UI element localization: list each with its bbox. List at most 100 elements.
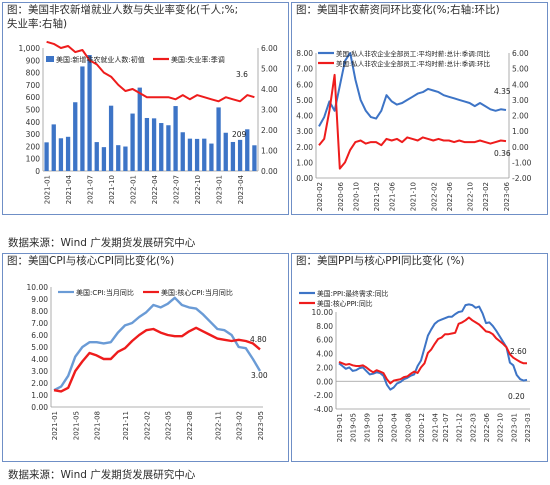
series-line [53, 296, 262, 392]
panel-title: 图：美国PPI与核心PPI同比变化 (%) [296, 255, 465, 267]
y-tick-label: 4.00 [296, 112, 313, 121]
y-tick-label: 7.00 [31, 319, 48, 328]
y-tick-label: 8.00 [296, 49, 313, 58]
data-label: 3.6 [236, 70, 248, 79]
x-tick-label: 2021-10 [410, 182, 418, 211]
y-tick-label: 700 [26, 81, 41, 90]
bar [237, 139, 243, 171]
bar [166, 125, 171, 171]
x-tick-label: 2021-07 [442, 413, 450, 442]
y-tick-label: 10.00 [312, 308, 334, 317]
x-tick-label: 2023-02 [236, 411, 244, 440]
panel-title: 图：美国非农新增就业人数与失业率变化(千人;%; [7, 4, 239, 16]
y-tick-label-right: 5.00 [261, 65, 278, 74]
y-tick-label: 0.00 [31, 403, 48, 412]
x-tick-label: 2023-04 [237, 174, 245, 204]
data-label: 4.80 [250, 335, 267, 344]
x-tick-label: 2022-04 [151, 174, 159, 204]
y-tick-label-right: 5.00 [512, 65, 529, 74]
x-tick-label: 2021-10 [108, 175, 116, 204]
legend-label: 美国:核心PPI:同比 [317, 299, 373, 308]
y-tick-label: 2.00 [296, 143, 313, 152]
y-tick-label: 200 [26, 142, 41, 151]
bar [94, 142, 99, 171]
x-tick-label: 2020-04 [391, 412, 399, 442]
y-tick-label-right: 0.00 [512, 143, 529, 152]
chart-wages: 0.00 1.00 2.00 3.00 4.00 5.00 6.00 7.00 8.00 -2.0… [296, 49, 532, 211]
y-tick-label: 500 [26, 106, 41, 115]
x-tick-label: 2019-01 [336, 413, 344, 442]
x-tick-label: 2022-10 [467, 182, 475, 211]
panel-ppi: 图：美国PPI与核心PPI同比变化 (%) -4.00 -2.00 0.00 2.00… [291, 253, 548, 462]
legend-swatch [46, 56, 54, 62]
y-tick-label: 600 [26, 93, 41, 102]
y-tick-label: -2.00 [314, 391, 334, 400]
bar [51, 124, 56, 171]
x-tick-label: 2021-05 [72, 411, 80, 440]
y-tick-label-right: 4.00 [512, 80, 529, 89]
y-tick-label: 4.00 [31, 355, 48, 364]
bar [58, 138, 64, 171]
x-tick-label: 2019-05 [350, 413, 358, 442]
x-tick-label: 2020-06 [337, 181, 345, 211]
y-tick-label: 8.00 [316, 322, 333, 331]
x-tick-label: 2021-08 [94, 411, 102, 440]
chart-ppi: -4.00 -2.00 0.00 2.00 4.00 6.00 8.00 10.00 2019-… [299, 289, 532, 442]
y-tick-label: 8.00 [31, 307, 48, 316]
x-tick-label: 2020-01 [377, 413, 385, 442]
x-tick-label: 2023-06 [503, 181, 511, 211]
x-tick-label: 2022-10 [194, 175, 202, 204]
source-note-bottom: 数据来源：Wind 广发期货发展研究中心 [8, 469, 196, 481]
data-label: 0.36 [494, 149, 511, 158]
x-tick-label: 2022-06 [483, 412, 491, 442]
x-tick-label: 2022-11 [214, 411, 222, 440]
x-tick-label: 2021-07 [87, 175, 95, 204]
data-label: 4.35 [494, 87, 511, 96]
y-tick-label: 900 [26, 56, 41, 65]
y-tick-label: 5.00 [296, 96, 313, 105]
bar [151, 118, 157, 171]
y-tick-label-right: 3.00 [261, 106, 278, 115]
x-tick-label: 2022-08 [186, 411, 194, 440]
bar [65, 136, 71, 171]
chart-payrolls-unemployment: 0 100 200 300 400 500 600 700 800 900 1,000 0.00 1.0… [19, 40, 278, 204]
x-tick-label: 2023-02 [482, 182, 490, 211]
y-tick-label: 10.00 [27, 283, 49, 292]
y-tick-label-right: 3.00 [512, 96, 529, 105]
bar [73, 102, 78, 171]
bar [159, 123, 164, 171]
bar [130, 113, 135, 171]
y-tick-label: 4.00 [316, 350, 333, 359]
y-tick-label: 1.00 [296, 158, 313, 167]
y-tick-label: -4.00 [314, 405, 334, 414]
y-tick-label: 0 [35, 167, 40, 176]
bar [209, 143, 214, 171]
bar [194, 138, 200, 171]
y-tick-label-right: 0.00 [261, 167, 278, 176]
legend-label: 美国:私人非农企业全部员工:平均时薪:总计:季调:同比 [336, 49, 490, 58]
y-tick-label: 0.00 [316, 377, 333, 386]
bar [101, 147, 107, 171]
x-tick-label: 2021-02 [373, 182, 381, 211]
series-line [53, 326, 261, 393]
bar [216, 107, 221, 171]
bar [173, 106, 178, 171]
legend-label: 美国:失业率:季调 [171, 55, 225, 64]
y-tick-label-right: 6.00 [261, 44, 278, 53]
x-tick-label: 2022-07 [173, 175, 181, 204]
y-tick-label: 0.00 [296, 174, 313, 183]
y-tick-label: 5.00 [31, 343, 48, 352]
data-label: 209 [232, 130, 247, 139]
y-tick-label: 2.00 [31, 379, 48, 388]
y-tick-label-right: 4.00 [261, 85, 278, 94]
series-line [338, 316, 527, 385]
y-tick-label-right: -2.00 [512, 174, 532, 183]
chart-cpi: 0.00 1.00 2.00 3.00 4.00 5.00 6.00 7.00 8.00 9.00… [27, 283, 268, 440]
legend-label: 美国:新增非农就业人数:初值 [56, 55, 145, 64]
panel-cpi: 图：美国CPI与核心CPI同比变化(%) 0.00 1.00 2.00 3.00 4.0… [2, 253, 289, 462]
x-tick-label: 2019-09 [363, 413, 371, 442]
bar [144, 117, 150, 171]
data-label: 3.00 [251, 371, 268, 380]
y-tick-label: 6.00 [316, 336, 333, 345]
